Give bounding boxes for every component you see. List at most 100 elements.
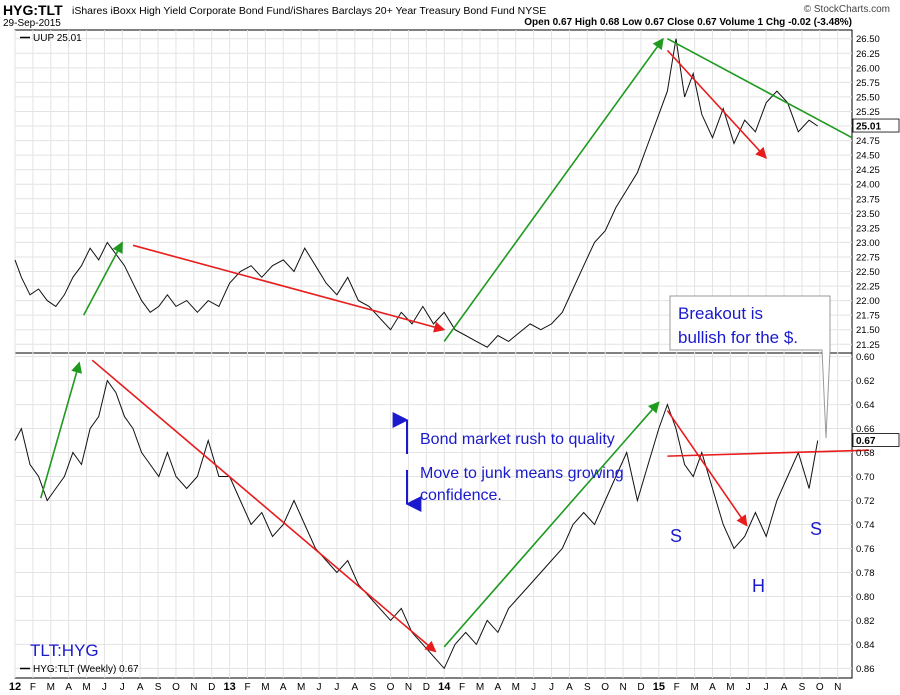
x-tick-label: M [297, 682, 305, 693]
y-tick-label: 24.00 [856, 180, 880, 191]
x-tick-label: S [799, 682, 806, 693]
y-tick-label: 25.75 [856, 78, 880, 89]
y-tick-label: 21.25 [856, 340, 880, 351]
head-label: H [752, 576, 765, 596]
x-tick-label: J [549, 682, 554, 693]
y-tick-label: 25.50 [856, 92, 880, 103]
y-tick-label: 21.75 [856, 311, 880, 322]
x-tick-label: J [746, 682, 751, 693]
x-tick-label: 13 [223, 681, 235, 693]
y-tick-label: 0.82 [856, 616, 875, 627]
junk-label-1: Move to junk means growing [420, 465, 624, 482]
x-tick-label: F [30, 682, 36, 693]
x-tick-label: J [764, 682, 769, 693]
x-tick-label: A [65, 682, 72, 693]
x-tick-label: A [137, 682, 144, 693]
x-tick-label: A [351, 682, 358, 693]
x-tick-label: J [120, 682, 125, 693]
fund-name: iShares iBoxx High Yield Corporate Bond … [72, 5, 515, 17]
x-tick-label: M [82, 682, 90, 693]
x-tick-label: M [690, 682, 698, 693]
y-tick-label: 0.84 [856, 640, 875, 651]
last-value-box [852, 118, 900, 133]
y-tick-label: 0.86 [856, 664, 875, 675]
x-tick-label: M [726, 682, 734, 693]
x-tick-label: N [405, 682, 412, 693]
x-tick-label: D [423, 682, 430, 693]
x-tick-label: A [495, 682, 502, 693]
x-tick-label: O [172, 682, 180, 693]
shoulder-left-label: S [670, 526, 682, 546]
trendline [82, 241, 124, 316]
series-line-uup [14, 38, 818, 348]
x-tick-label: S [155, 682, 162, 693]
x-tick-label: 14 [438, 681, 451, 693]
x-tick-label: D [208, 682, 215, 693]
shoulder-right-label: S [810, 519, 822, 539]
breakout-line-2: bullish for the $. [678, 328, 798, 347]
x-tick-label: A [709, 682, 716, 693]
y-tick-label: 22.50 [856, 267, 880, 278]
x-tick-label: M [47, 682, 55, 693]
x-tick-label: J [531, 682, 536, 693]
x-tick-label: J [334, 682, 339, 693]
trendline [666, 49, 767, 159]
y-tick-label: 23.75 [856, 194, 880, 205]
x-tick-label: O [387, 682, 395, 693]
x-tick-label: O [816, 682, 824, 693]
chart-date: 29-Sep-2015 [3, 18, 61, 29]
y-tick-label: 24.75 [856, 136, 880, 147]
exchange-label: NYSE [517, 5, 547, 17]
y-tick-label: 22.00 [856, 296, 880, 307]
credit-label: © StockCharts.com [803, 4, 890, 15]
x-tick-label: J [317, 682, 322, 693]
trendline [39, 361, 83, 499]
panel-label: TLT:HYG [30, 641, 99, 660]
trendline [667, 38, 853, 139]
y-tick-label: 22.75 [856, 252, 880, 263]
y-tick-label: 22.25 [856, 282, 880, 293]
x-tick-label: A [781, 682, 788, 693]
trendline [667, 449, 870, 457]
chart-symbol: HYG:TLT [3, 2, 63, 18]
y-tick-label: 0.76 [856, 544, 875, 555]
last-value-box [852, 433, 900, 447]
trendline [666, 410, 748, 527]
y-tick-label: 25.25 [856, 107, 880, 118]
x-tick-label: D [637, 682, 644, 693]
y-tick-label: 0.80 [856, 592, 875, 603]
y-tick-label: 0.74 [856, 520, 875, 531]
y-tick-label: 0.62 [856, 376, 875, 387]
x-tick-label: M [476, 682, 484, 693]
junk-label-2: confidence. [420, 487, 502, 504]
last-value-label: 0.67 [856, 436, 876, 447]
y-tick-label: 0.70 [856, 472, 875, 483]
last-value-label: 25.01 [856, 122, 881, 133]
x-tick-label: F [244, 682, 250, 693]
x-tick-label: A [566, 682, 573, 693]
breakout-line-1: Breakout is [678, 304, 763, 323]
legend-label: HYG:TLT (Weekly) 0.67 [33, 664, 139, 675]
y-tick-label: 26.50 [856, 34, 880, 45]
trendline [91, 359, 437, 653]
chart-name: iShares iBoxx High Yield Corporate Bond … [72, 5, 546, 17]
y-tick-label: 24.25 [856, 165, 880, 176]
ohlc-readout: Open 0.67 High 0.68 Low 0.67 Close 0.67 … [524, 17, 852, 28]
y-tick-label: 0.64 [856, 400, 875, 411]
series-line-hyg-tlt [14, 379, 819, 670]
y-tick-label: 23.25 [856, 223, 880, 234]
y-tick-label: 23.50 [856, 209, 880, 220]
y-tick-label: 0.60 [856, 352, 875, 363]
x-tick-label: 15 [653, 681, 665, 693]
x-tick-label: S [584, 682, 591, 693]
trendline [132, 244, 446, 333]
y-tick-label: 21.50 [856, 325, 880, 336]
trendline [443, 401, 660, 648]
y-tick-label: 0.78 [856, 568, 875, 579]
rush-label: Bond market rush to quality [420, 431, 615, 448]
x-tick-label: S [369, 682, 376, 693]
y-tick-label: 23.00 [856, 238, 880, 249]
trendline [443, 37, 664, 342]
y-tick-label: 0.72 [856, 496, 875, 507]
